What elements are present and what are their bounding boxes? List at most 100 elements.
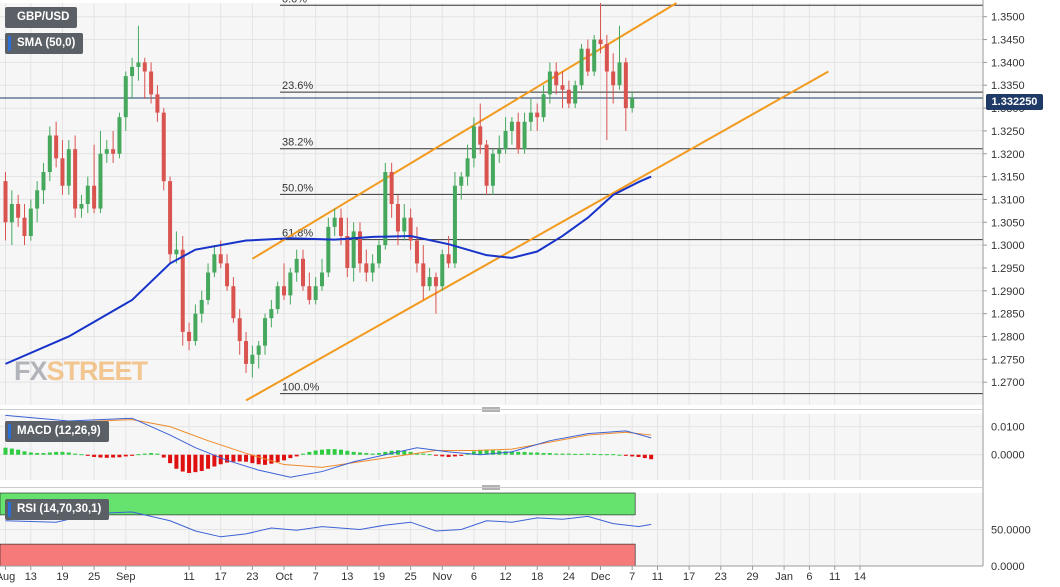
candle-body xyxy=(28,208,33,236)
macd-histogram-bar xyxy=(301,453,306,455)
macd-histogram-bar xyxy=(649,454,654,460)
candle-body xyxy=(516,121,521,150)
main-pane-bg xyxy=(0,3,983,405)
candle-body xyxy=(98,153,103,209)
x-tick-label: 23 xyxy=(715,571,727,583)
x-tick-label: Nov xyxy=(432,571,452,583)
candle-body xyxy=(427,277,432,287)
sma-swatch xyxy=(8,36,11,51)
macd-histogram-bar xyxy=(566,453,571,455)
candle-body xyxy=(47,135,52,173)
rsi-label[interactable]: RSI (14,70,30,1) xyxy=(5,499,110,520)
symbol-label[interactable]: GBP/USD xyxy=(5,7,78,28)
sma-label[interactable]: SMA (50,0) xyxy=(5,33,84,54)
macd-histogram-bar xyxy=(187,454,192,473)
macd-histogram-bar xyxy=(541,453,546,455)
macd-histogram-bar xyxy=(617,454,622,456)
macd-signal-line xyxy=(5,419,652,468)
fib-label: 38.2% xyxy=(282,137,313,149)
y-tick-label: 1.3250 xyxy=(991,126,1025,138)
candle-body xyxy=(256,345,261,355)
macd-histogram-bar xyxy=(326,449,331,455)
macd-histogram-bar xyxy=(598,454,603,456)
candle-body xyxy=(389,172,394,204)
macd-histogram-bar xyxy=(92,454,97,457)
candle-body xyxy=(282,286,287,296)
x-tick-label: Jan xyxy=(775,571,793,583)
candle-body xyxy=(604,44,609,72)
x-tick-label: Dec xyxy=(591,571,611,583)
candle-body xyxy=(199,299,204,314)
macd-histogram-bar xyxy=(212,454,217,467)
candle-body xyxy=(263,318,268,346)
x-tick-label: 7 xyxy=(313,571,319,583)
macd-histogram-bar xyxy=(225,454,230,463)
macd-histogram-bar xyxy=(630,454,635,457)
candle-body xyxy=(338,217,343,236)
candle-body xyxy=(79,204,84,209)
candle-body xyxy=(402,217,407,232)
candle-body xyxy=(136,62,141,67)
candle-body xyxy=(623,62,628,109)
macd-histogram-bar xyxy=(579,453,584,455)
candle-body xyxy=(66,149,71,186)
macd-swatch xyxy=(8,424,11,439)
candle-body xyxy=(509,121,514,131)
rsi-label-text: RSI (14,70,30,1) xyxy=(17,503,102,515)
candle-body xyxy=(212,254,217,273)
candle-body xyxy=(92,185,97,209)
candle-body xyxy=(414,240,419,264)
macd-histogram-bar xyxy=(3,447,8,455)
macd-histogram-bar xyxy=(130,454,135,456)
x-tick-label: 14 xyxy=(854,571,866,583)
candle-body xyxy=(237,318,242,342)
rsi-panel xyxy=(5,511,652,538)
macd-histogram-bar xyxy=(60,451,65,455)
rsi-line xyxy=(5,511,652,538)
macd-histogram-bar xyxy=(484,449,489,455)
candle-body xyxy=(269,309,274,319)
macd-histogram-bar xyxy=(642,454,647,459)
macd-histogram-bar xyxy=(389,450,394,455)
candle-body xyxy=(168,181,173,255)
macd-histogram-bar xyxy=(421,453,426,455)
candle-body xyxy=(187,331,192,342)
candle-body xyxy=(244,341,249,364)
candle-body xyxy=(142,62,147,72)
candle-body xyxy=(320,272,324,287)
x-tick-label: 19 xyxy=(56,571,68,583)
y-tick-label: 1.3500 xyxy=(991,12,1025,24)
candle-body xyxy=(585,48,590,72)
pane-splitters[interactable] xyxy=(0,407,983,490)
candle-body xyxy=(218,254,223,264)
candle-body xyxy=(117,117,122,154)
y-tick-label: 1.3000 xyxy=(991,240,1025,252)
pane-resize-handle[interactable] xyxy=(482,485,500,490)
candle-body xyxy=(503,130,508,150)
candle-body xyxy=(123,76,128,118)
candle-body xyxy=(332,217,337,227)
macd-histogram-bar xyxy=(516,451,521,455)
macd-histogram-bar xyxy=(41,453,46,455)
candle-body xyxy=(73,149,78,209)
macd-histogram-bar xyxy=(338,449,343,455)
macd-histogram-bar xyxy=(414,453,419,455)
candle-body xyxy=(345,235,350,268)
candle-body xyxy=(395,204,400,232)
candle-body xyxy=(313,286,318,300)
candle-body xyxy=(357,231,362,264)
candle-body xyxy=(484,144,489,186)
x-tick-label: 11 xyxy=(183,571,194,583)
candle-body xyxy=(326,226,331,273)
rsi-y-tick-label: 50.0000 xyxy=(991,525,1031,537)
axis-layer: Aug 13 19 25 Sep 11 17 23 Oct 7 13 19 25 Nov 6 12 18 24 De… xyxy=(0,0,1031,583)
rsi-y-tick-label: 0.0000 xyxy=(991,561,1025,573)
macd-histogram-bar xyxy=(478,450,483,455)
macd-histogram-bar xyxy=(288,454,293,459)
macd-label[interactable]: MACD (12,26,9) xyxy=(5,421,109,442)
pane-resize-handle[interactable] xyxy=(482,407,500,412)
macd-line xyxy=(5,414,652,478)
candle-body xyxy=(446,254,451,264)
macd-histogram-bar xyxy=(427,454,432,456)
